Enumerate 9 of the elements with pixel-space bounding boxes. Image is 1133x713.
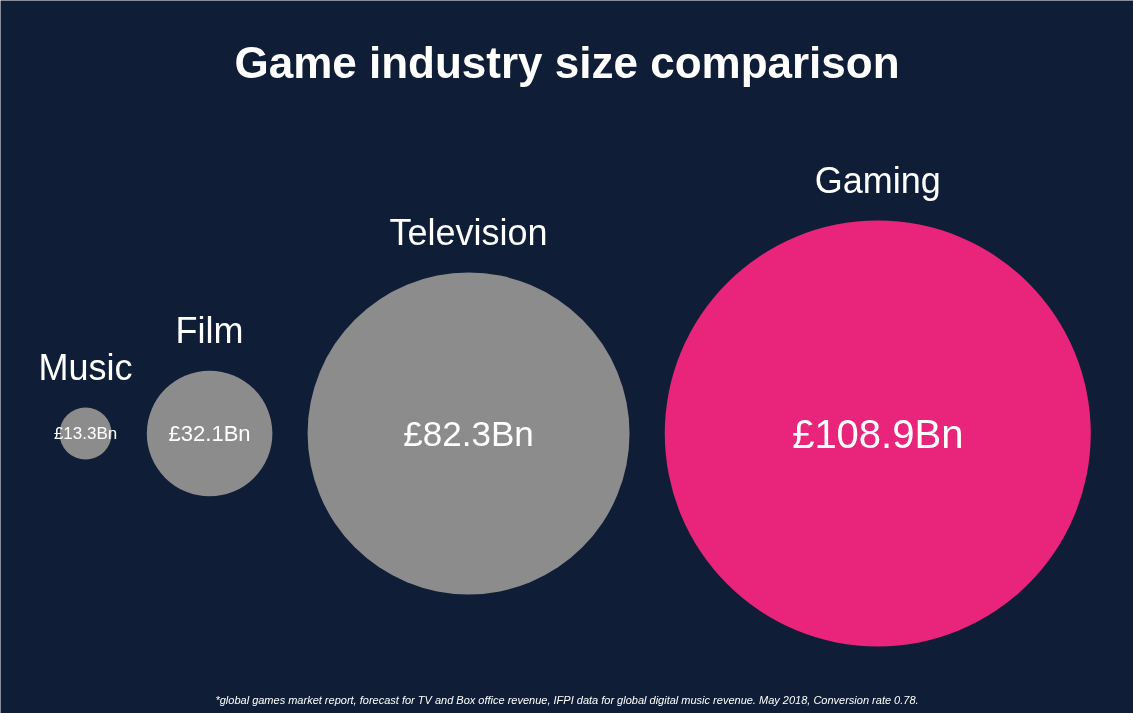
category-label: Music — [38, 346, 133, 388]
text: Game industry size comparison — [234, 38, 900, 87]
data-label: £32.1Bn — [168, 421, 251, 446]
category-label: Television — [389, 211, 548, 253]
category-label: Film — [175, 310, 244, 352]
data-label: £82.3Bn — [403, 414, 534, 453]
text: *global games market report, forecast for TV and Box office revenue, IFPI data for global digital music revenue. May 2018, Conversion rate 0.78. — [215, 693, 919, 706]
data-label: £108.9Bn — [792, 411, 964, 456]
category-label: Gaming — [814, 159, 941, 201]
